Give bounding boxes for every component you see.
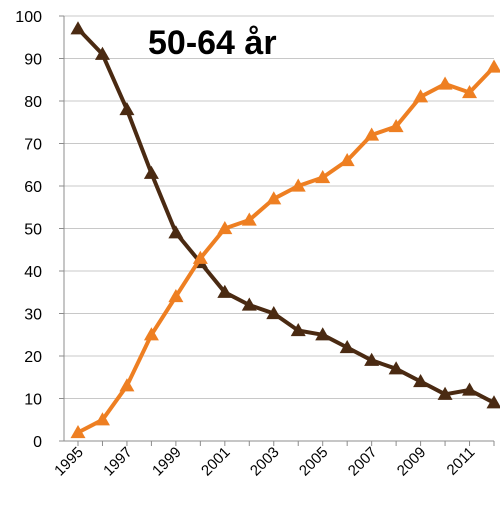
series-1-point-2006 xyxy=(339,340,355,354)
series-1-point-1998 xyxy=(143,165,159,179)
x-tick-label-2001: 2001 xyxy=(198,444,234,480)
x-tick-label-1997: 1997 xyxy=(100,444,136,480)
series-2-point-2002 xyxy=(241,212,257,226)
y-tick-label-90: 90 xyxy=(24,52,42,69)
series-1-point-1997 xyxy=(119,102,135,116)
series-1-point-2001 xyxy=(217,284,233,298)
y-tick-label-80: 80 xyxy=(24,94,42,111)
series-2-point-2012 xyxy=(486,59,500,73)
y-axis-ticks: 0 10 20 30 40 50 60 70 80 90 100 xyxy=(15,9,42,451)
series-1-line xyxy=(76,26,496,405)
y-tick-label-100: 100 xyxy=(15,9,42,26)
series-2-point-2001 xyxy=(217,221,233,235)
series-1-point-2012 xyxy=(486,395,500,409)
gridlines xyxy=(64,15,494,399)
series-2-point-2008 xyxy=(388,119,404,133)
y-tick-label-60: 60 xyxy=(24,179,42,196)
series-2-point-2005 xyxy=(315,170,331,184)
series-1-point-1995 xyxy=(70,21,86,35)
series-2-point-1997 xyxy=(119,378,135,392)
series-1-point-2002 xyxy=(241,297,257,311)
series-1-point-2007 xyxy=(364,352,380,366)
series-2-point-1999 xyxy=(168,289,184,303)
series-2-point-2003 xyxy=(266,191,282,205)
axes xyxy=(59,15,495,446)
y-tick-label-30: 30 xyxy=(24,307,42,324)
y-tick-label-20: 20 xyxy=(24,349,42,366)
series-1-point-2010 xyxy=(437,386,453,400)
x-tick-label-2011: 2011 xyxy=(444,444,479,479)
series-2-point-2010 xyxy=(437,76,453,90)
series-2-point-1995 xyxy=(70,425,86,439)
series-2-point-2009 xyxy=(413,89,429,103)
series-2-point-2006 xyxy=(339,153,355,167)
chart-title: 50-64 år xyxy=(148,24,277,62)
series-1-point-2003 xyxy=(266,306,282,320)
y-tick-label-0: 0 xyxy=(33,434,42,451)
series-1-point-1996 xyxy=(94,46,110,60)
series-2-point-1996 xyxy=(94,412,110,426)
x-tick-label-2007: 2007 xyxy=(345,444,381,480)
x-tick-label-2005: 2005 xyxy=(296,444,332,480)
series-2-point-2000 xyxy=(192,250,208,264)
series-1-point-1999 xyxy=(168,225,184,239)
series-1-point-2005 xyxy=(315,327,331,341)
x-axis-ticks: 1995 1997 1999 2001 2003 2005 2007 2009 2011 xyxy=(51,444,478,480)
y-tick-label-10: 10 xyxy=(24,392,42,409)
series-2-point-2007 xyxy=(364,127,380,141)
series-1-point-2011 xyxy=(462,382,478,396)
series-2-point-2004 xyxy=(290,178,306,192)
series-1-point-2004 xyxy=(290,323,306,337)
series-1-point-2008 xyxy=(388,361,404,375)
x-tick-label-2003: 2003 xyxy=(247,444,283,480)
y-tick-label-50: 50 xyxy=(24,222,42,239)
y-tick-label-70: 70 xyxy=(24,137,42,154)
x-tick-label-2009: 2009 xyxy=(394,444,430,480)
series-2 xyxy=(70,59,500,439)
series-layer xyxy=(70,21,500,439)
series-2-line xyxy=(76,65,496,435)
y-tick-label-40: 40 xyxy=(24,264,42,281)
series-2-point-2011 xyxy=(462,85,478,99)
series-1 xyxy=(70,21,500,409)
series-1-point-2009 xyxy=(413,374,429,388)
x-tick-label-1999: 1999 xyxy=(149,444,185,480)
series-2-point-1998 xyxy=(143,327,159,341)
x-tick-label-1995: 1995 xyxy=(51,444,87,480)
